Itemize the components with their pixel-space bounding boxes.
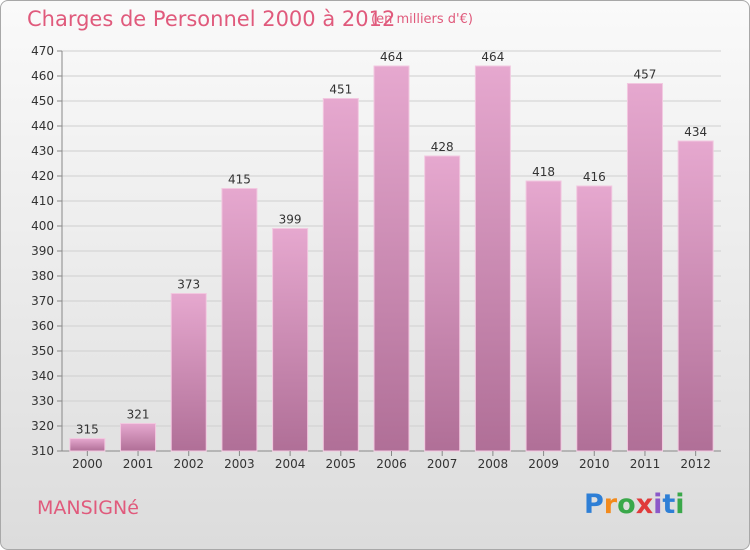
y-tick-label: 370 xyxy=(31,294,54,308)
bar-2012 xyxy=(677,140,714,452)
value-label-2006: 464 xyxy=(380,50,403,64)
y-tick-label: 420 xyxy=(31,169,54,183)
x-tick-label-2000: 2000 xyxy=(72,457,103,471)
logo-letter: i xyxy=(653,489,663,520)
y-tick-label: 310 xyxy=(31,444,54,458)
x-tick-label-2007: 2007 xyxy=(427,457,458,471)
chart-title: Charges de Personnel 2000 à 2012 xyxy=(27,7,396,31)
value-label-2010: 416 xyxy=(583,170,606,184)
bar-2001 xyxy=(120,423,157,452)
x-tick-label-2009: 2009 xyxy=(528,457,559,471)
x-tick-label-2002: 2002 xyxy=(173,457,204,471)
bar-2007 xyxy=(424,155,461,452)
x-tick-label-2005: 2005 xyxy=(326,457,357,471)
y-tick-label: 390 xyxy=(31,244,54,258)
value-label-2005: 451 xyxy=(329,83,352,97)
value-label-2012: 434 xyxy=(684,125,707,139)
x-tick-label-2010: 2010 xyxy=(579,457,610,471)
value-label-2001: 321 xyxy=(127,408,150,422)
value-labels: 315 321 373 415 399 451 464 428 464 418 416 457 434 xyxy=(76,50,707,437)
bars xyxy=(69,65,714,452)
logo-letter: o xyxy=(617,489,636,520)
y-tick-label: 440 xyxy=(31,119,54,133)
x-tick-label-2001: 2001 xyxy=(123,457,154,471)
y-tick-labels: 310 320 330 340 350 360 370 380 390 400 410 420 430 4… xyxy=(31,44,54,458)
bar-2008 xyxy=(474,65,511,452)
bar-2009 xyxy=(525,180,562,452)
value-label-2003: 415 xyxy=(228,173,251,187)
x-tick-label-2003: 2003 xyxy=(224,457,255,471)
y-tick-label: 350 xyxy=(31,344,54,358)
y-tick-label: 360 xyxy=(31,319,54,333)
x-tick-label-2012: 2012 xyxy=(680,457,711,471)
bar-2005 xyxy=(322,98,359,452)
bar-2004 xyxy=(272,228,309,452)
y-tick-label: 340 xyxy=(31,369,54,383)
logo-letter: x xyxy=(635,489,654,520)
x-tick-label-2011: 2011 xyxy=(630,457,661,471)
value-label-2011: 457 xyxy=(634,68,657,82)
y-tick-label: 320 xyxy=(31,419,54,433)
bar-2000 xyxy=(69,438,106,452)
logo-letter: t xyxy=(662,489,676,520)
value-label-2004: 399 xyxy=(279,213,302,227)
chart-subtitle: (en milliers d'€) xyxy=(371,12,473,27)
x-tick-labels: 2000 2001 2002 2003 2004 2005 2006 2007 2008 2009… xyxy=(72,451,711,471)
logo-letter: P xyxy=(584,489,604,520)
value-label-2008: 464 xyxy=(481,50,504,64)
commune-name: MANSIGNé xyxy=(37,497,139,519)
y-tick-label: 410 xyxy=(31,194,54,208)
bar-2003 xyxy=(221,188,258,452)
y-tick-label: 330 xyxy=(31,394,54,408)
bar-2010 xyxy=(576,185,613,452)
x-tick-label-2006: 2006 xyxy=(376,457,407,471)
x-tick-label-2004: 2004 xyxy=(275,457,306,471)
logo-letter: r xyxy=(603,489,618,520)
bar-2002 xyxy=(170,293,207,452)
bar-2011 xyxy=(626,83,663,452)
y-tick-label: 470 xyxy=(31,44,54,58)
proxiti-logo: Proxiti xyxy=(584,489,685,520)
x-tick-label-2008: 2008 xyxy=(478,457,509,471)
logo-letter: i xyxy=(675,489,685,520)
y-tick-label: 430 xyxy=(31,144,54,158)
y-tick-label: 460 xyxy=(31,69,54,83)
value-label-2000: 315 xyxy=(76,423,99,437)
bar-2006 xyxy=(373,65,410,452)
y-tick-label: 400 xyxy=(31,219,54,233)
y-tick-label: 380 xyxy=(31,269,54,283)
y-tick-label: 450 xyxy=(31,94,54,108)
value-label-2009: 418 xyxy=(532,165,555,179)
value-label-2007: 428 xyxy=(431,140,454,154)
value-label-2002: 373 xyxy=(177,278,200,292)
